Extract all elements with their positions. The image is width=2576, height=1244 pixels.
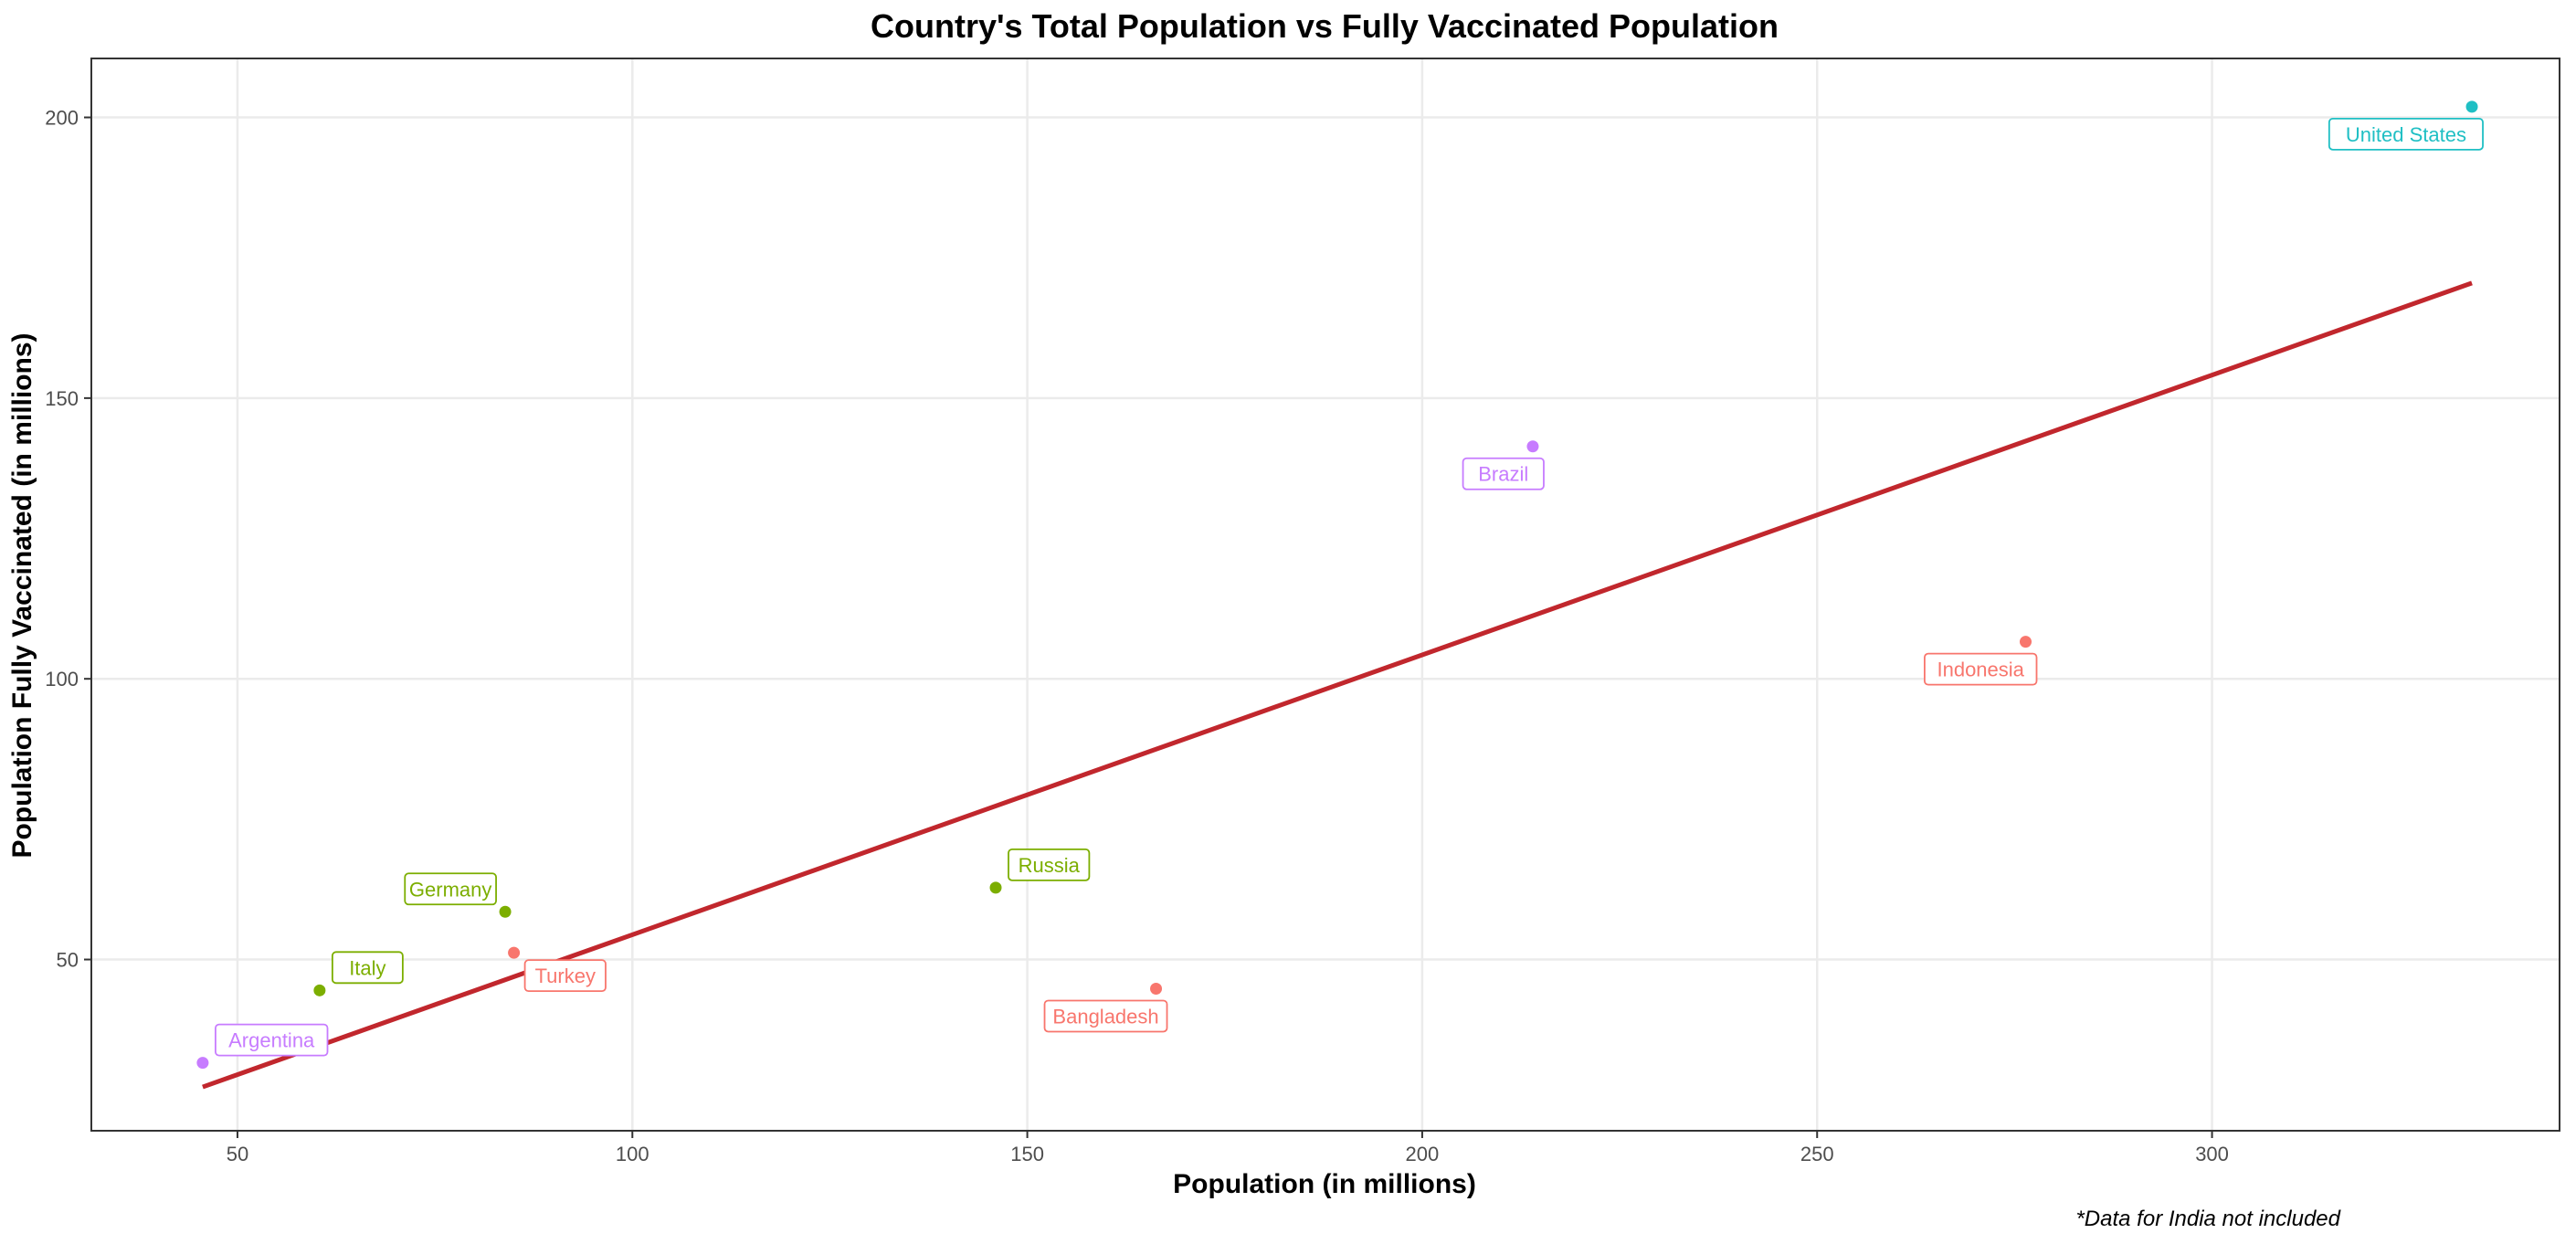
x-tick-label: 150 xyxy=(1010,1143,1044,1165)
data-points xyxy=(196,100,2478,1070)
point-label: Italy xyxy=(331,951,404,985)
x-tick-label: 200 xyxy=(1406,1143,1440,1165)
x-axis-title: Population (in millions) xyxy=(1173,1169,1476,1199)
point-labels: United States Brazil Indonesia Russia German… xyxy=(215,117,2484,1057)
chart-caption: *Data for India not included xyxy=(2075,1207,2340,1231)
point-label-box xyxy=(404,872,497,906)
point-label-box xyxy=(2328,117,2484,151)
point-label-text: Russia xyxy=(1019,854,1081,877)
trend-line-group xyxy=(202,280,2473,1090)
y-axis-ticks: 50 100 150 200 xyxy=(45,107,91,972)
y-axis-title: Population Fully Vaccinated (in millions… xyxy=(7,332,37,858)
point-label: Russia xyxy=(1008,848,1091,881)
point-label-text: Brazil xyxy=(1478,463,1528,486)
data-point xyxy=(508,946,521,959)
point-label: Argentina xyxy=(215,1023,329,1057)
data-point xyxy=(499,905,512,918)
point-label-text: United States xyxy=(2346,123,2466,146)
data-point xyxy=(313,984,326,996)
x-axis-ticks: 50 100 150 200 250 300 xyxy=(227,1131,2229,1165)
point-label-text: Bangladesh xyxy=(1052,1005,1158,1028)
point-label: Bangladesh xyxy=(1043,999,1168,1033)
plot-panel-border xyxy=(90,58,2560,1132)
data-point xyxy=(1526,440,1539,453)
point-label-text: Indonesia xyxy=(1937,659,2024,681)
point-label-text: Turkey xyxy=(535,965,596,987)
y-tick-label: 50 xyxy=(57,949,79,972)
data-point xyxy=(1150,982,1163,995)
y-tick-label: 100 xyxy=(45,668,79,691)
y-tick-label: 200 xyxy=(45,107,79,130)
data-point xyxy=(2465,100,2478,113)
chart-title: Country's Total Population vs Fully Vacc… xyxy=(871,7,1779,45)
data-point xyxy=(989,881,1002,894)
point-label: United States xyxy=(2328,117,2484,151)
x-tick-label: 50 xyxy=(227,1143,248,1165)
point-label-box xyxy=(215,1023,329,1057)
point-label-box xyxy=(331,951,404,985)
point-label-box xyxy=(1008,848,1091,881)
point-label-box xyxy=(523,959,607,993)
point-label: Indonesia xyxy=(1924,652,2038,686)
x-tick-label: 300 xyxy=(2195,1143,2229,1165)
point-label-box xyxy=(1043,999,1168,1033)
data-point xyxy=(196,1057,209,1070)
point-label: Germany xyxy=(404,872,497,906)
point-label-text: Germany xyxy=(409,878,491,901)
point-label-text: Argentina xyxy=(228,1029,315,1052)
x-tick-label: 250 xyxy=(1800,1143,1834,1165)
point-label-box xyxy=(1924,652,2038,686)
y-tick-label: 150 xyxy=(45,387,79,410)
x-tick-label: 100 xyxy=(616,1143,649,1165)
data-point xyxy=(2020,636,2032,648)
point-label-box xyxy=(1462,457,1545,490)
point-label-text: Italy xyxy=(349,956,385,979)
point-label: Brazil xyxy=(1462,457,1545,490)
point-label: Turkey xyxy=(523,959,607,993)
trend-line xyxy=(202,280,2473,1090)
